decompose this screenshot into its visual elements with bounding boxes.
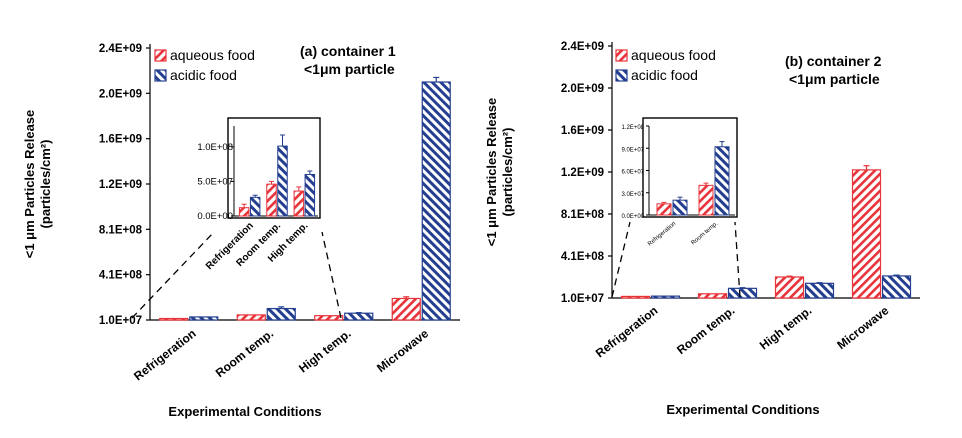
y-axis-label-units: (particles/cm²)	[38, 140, 53, 229]
y-tick-label: 1.2E+09	[99, 179, 142, 191]
bar-acidic-high-temp-	[804, 282, 835, 299]
x-tick-label: Room temp.	[213, 326, 276, 380]
legend-label: acidic food	[631, 67, 698, 83]
y-tick-label: 2.4E+09	[561, 41, 604, 53]
y-axis-label: <1 μm Particles Release	[22, 110, 37, 259]
y-axis-label-units: (particles/cm²)	[500, 128, 515, 217]
x-tick-label: High temp.	[757, 303, 814, 352]
inset-y-tick-label: 1.0E+08	[197, 142, 233, 153]
zoom-line-left	[131, 231, 215, 319]
zoom-line-right	[734, 221, 741, 298]
zoom-line-right	[321, 231, 342, 319]
y-tick-label: 8.1E+08	[99, 224, 143, 236]
inset-x-tick-label: Refrigeration	[647, 221, 677, 248]
chart-panel-2: 1.0E+07 4.1E+08 8.1E+08 1.2E+09 1.6E+09 2.0E+…	[484, 41, 920, 417]
x-tick-label: Refrigeration	[131, 326, 198, 383]
y-tick-label: 4.1E+08	[561, 251, 605, 263]
x-tick-label: Room temp.	[674, 303, 737, 357]
bar-acidic-refrigeration	[189, 316, 219, 321]
y-tick-label: 1.2E+09	[561, 167, 604, 179]
inset-bar-aqueous	[266, 183, 277, 217]
y-tick-label: 1.0E+07	[561, 293, 604, 305]
y-tick-label: 8.1E+08	[561, 209, 605, 221]
inset-bar-acidic	[714, 146, 730, 216]
inset-bar-acidic	[249, 196, 261, 217]
panel-subtitle: <1μm particle	[789, 71, 880, 87]
legend-label: aqueous food	[631, 47, 716, 63]
inset-y-tick-label: 0.0E+00	[197, 211, 233, 222]
x-tick-label: Refrigeration	[593, 303, 660, 360]
x-tick-label: Microwave	[374, 326, 431, 375]
inset-y-tick-label: 0.0E+00	[621, 214, 644, 220]
y-tick-label: 2.0E+09	[99, 88, 142, 100]
inset-bar-acidic	[672, 199, 688, 216]
y-tick-label: 2.0E+09	[561, 83, 604, 95]
inset-bar-aqueous	[656, 203, 672, 216]
bar-aqueous-refrigeration	[159, 317, 189, 321]
inset-bar-aqueous	[698, 184, 714, 216]
bar-aqueous-room-temp-	[236, 314, 266, 321]
inset-y-tick-label: 9.0E+07	[621, 147, 644, 153]
panel-subtitle: <1μm particle	[304, 61, 395, 77]
bar-aqueous-refrigeration	[620, 295, 651, 299]
inset-bar-acidic	[304, 173, 316, 217]
zoom-line-left	[611, 221, 631, 298]
inset-chart: 0.0E+00 3.0E+07 6.0E+07 9.0E+07 1.2E+08 Refri…	[621, 117, 738, 248]
bar-acidic-room-temp-	[727, 287, 758, 299]
y-tick-label: 2.4E+09	[99, 43, 142, 55]
y-tick-label: 1.0E+07	[99, 315, 142, 327]
bar-acidic-microwave	[881, 275, 912, 299]
inset-x-tick-label: Refrigeration	[204, 220, 256, 272]
y-tick-label: 1.6E+09	[561, 125, 604, 137]
x-tick-label: High temp.	[296, 326, 353, 375]
legend-swatch	[154, 49, 167, 62]
y-axis-label: <1 μm Particles Release	[484, 98, 499, 247]
panel-title: (a) container 1	[300, 43, 396, 59]
inset-x-tick-label: Room temp.	[690, 221, 719, 247]
x-axis-label: Experimental Conditions	[168, 404, 321, 419]
bar-aqueous-high-temp-	[774, 276, 805, 299]
y-tick-label: 4.1E+08	[99, 270, 143, 282]
inset-bar-aqueous	[238, 207, 250, 217]
inset-y-tick-label: 3.0E+07	[621, 192, 644, 198]
inset-y-tick-label: 6.0E+07	[621, 170, 644, 176]
panel-title: (b) container 2	[785, 53, 882, 69]
inset-bar-aqueous	[293, 190, 305, 217]
inset-bar-acidic	[277, 145, 288, 217]
bar-acidic-room-temp-	[266, 307, 296, 321]
bar-acidic-high-temp-	[344, 312, 374, 321]
legend-swatch	[615, 49, 628, 62]
bar-aqueous-room-temp-	[697, 293, 728, 299]
bar-aqueous-microwave	[851, 169, 882, 299]
bar-aqueous-high-temp-	[314, 315, 344, 321]
legend-label: acidic food	[170, 67, 237, 83]
inset-y-tick-label: 1.2E+08	[621, 125, 644, 131]
bar-acidic-microwave	[421, 81, 451, 321]
chart-panel-1: 1.0E+07 4.1E+08 8.1E+08 1.2E+09 1.6E+09 2.0E+…	[22, 43, 460, 419]
inset-y-tick-label: 5.0E+07	[197, 176, 233, 187]
bar-acidic-refrigeration	[650, 295, 681, 299]
legend-swatch	[615, 69, 628, 82]
bar-aqueous-microwave	[391, 297, 421, 321]
legend-label: aqueous food	[170, 47, 255, 63]
legend-swatch	[154, 69, 167, 82]
x-tick-label: Microwave	[834, 303, 891, 352]
x-axis-label: Experimental Conditions	[666, 402, 819, 417]
y-tick-label: 1.6E+09	[99, 134, 142, 146]
